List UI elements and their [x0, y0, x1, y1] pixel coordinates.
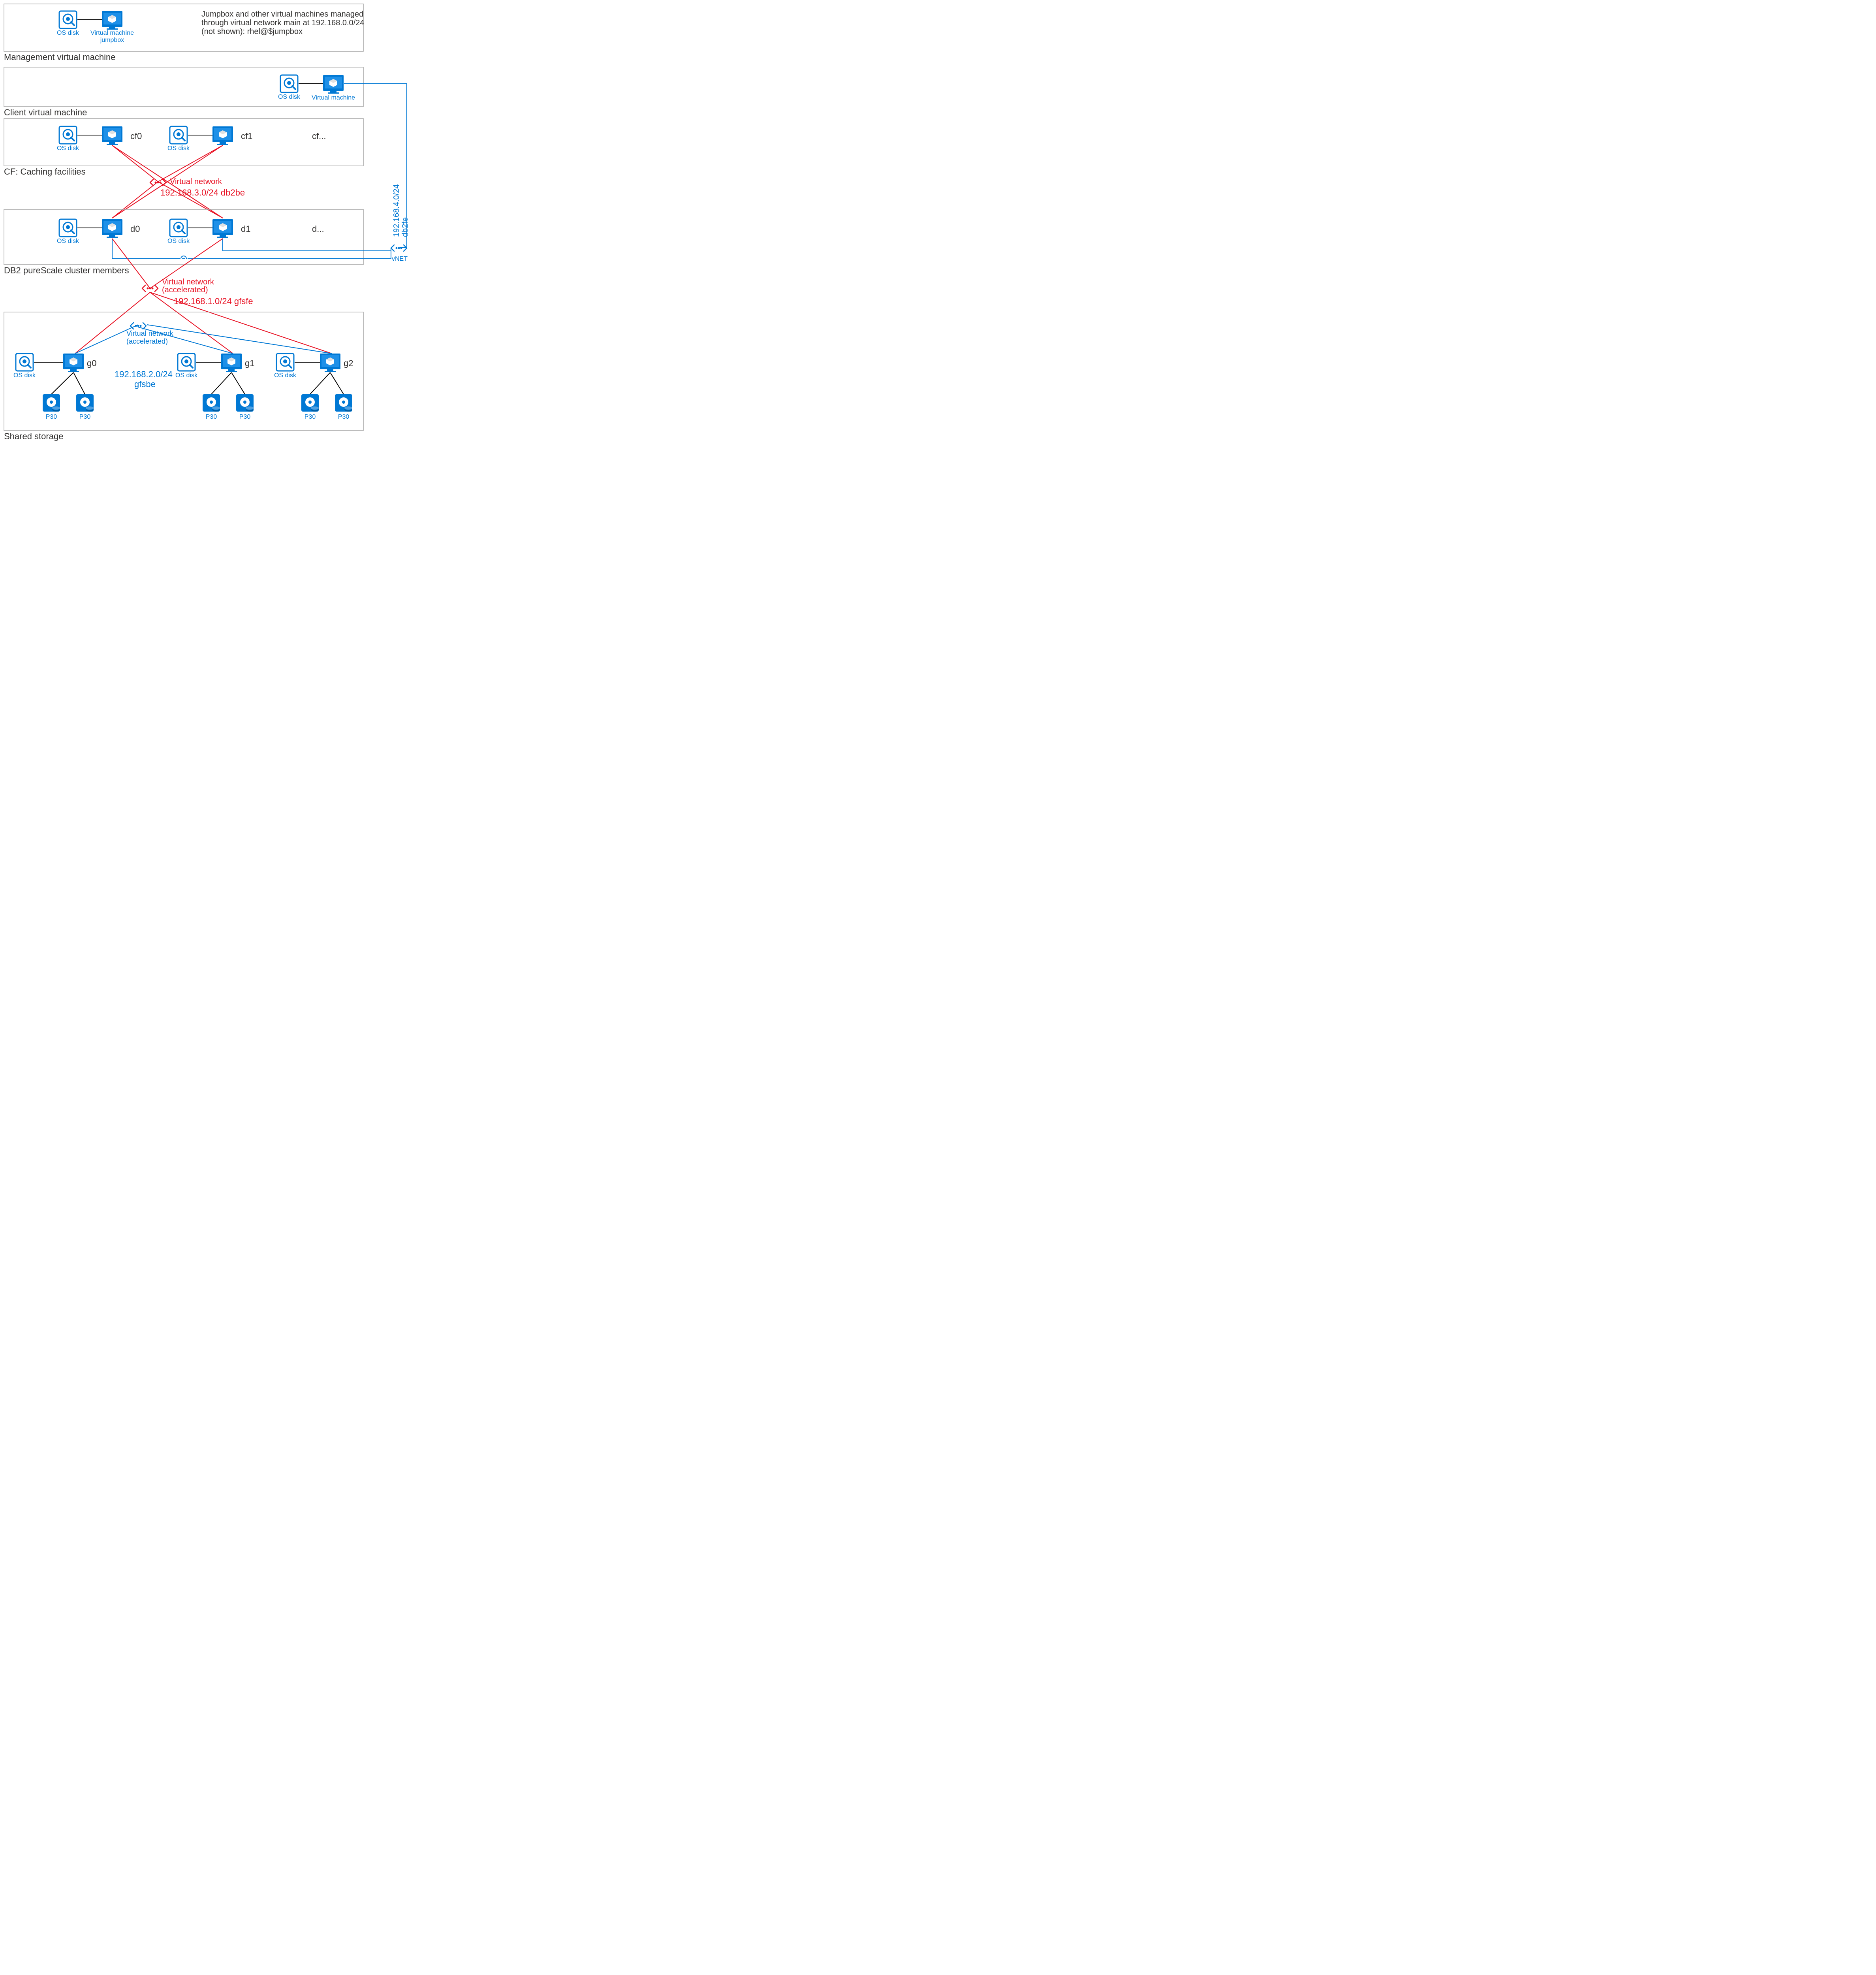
- vm-icon: [102, 11, 122, 30]
- section-cf-title: CF: Caching facilities: [4, 167, 86, 177]
- jumpbox-note-l2: through virtual network main at 192.168.…: [201, 19, 364, 27]
- vnet-db2fe-addr: 192.168.4.0/24: [392, 184, 401, 237]
- vm-icon: [63, 354, 84, 372]
- vm-icon: [102, 126, 122, 145]
- cf-more-label: cf...: [312, 131, 326, 141]
- vm-icon: [102, 219, 122, 238]
- vnet-gfsbe-t2: (accelerated): [126, 337, 168, 345]
- os-disk-label: OS disk: [167, 238, 190, 245]
- managed-disk-icon: [335, 394, 352, 412]
- vnet-gfsbe-name: gfsbe: [134, 379, 156, 389]
- g1-label: g1: [245, 358, 254, 368]
- architecture-diagram: Management virtual machine OS disk Virtu…: [0, 0, 413, 446]
- vnet-db2fe-name: db2fe: [401, 217, 410, 237]
- section-db2-title: DB2 pureScale cluster members: [4, 265, 129, 275]
- vm-label-l2: jumpbox: [100, 37, 124, 43]
- cf0-label: cf0: [130, 131, 142, 141]
- cf1-label: cf1: [241, 131, 252, 141]
- g0-label: g0: [87, 358, 96, 368]
- p30-label-a: P30: [305, 414, 316, 420]
- jumpbox-note-l3: (not shown): rhel@$jumpbox: [201, 27, 303, 36]
- managed-disk-icon: [301, 394, 319, 412]
- os-disk-label: OS disk: [57, 238, 79, 245]
- os-disk-label: OS disk: [175, 372, 198, 379]
- os-disk-label: OS disk: [57, 145, 79, 152]
- d0-label: d0: [130, 224, 140, 234]
- p30-label-b: P30: [239, 414, 251, 420]
- os-disk-label: OS disk: [57, 30, 79, 36]
- os-disk-label: OS disk: [278, 94, 301, 100]
- vnet-gfsfe-t2: (accelerated): [162, 286, 208, 294]
- vnet-gfsfe-t1: Virtual network: [162, 278, 214, 286]
- managed-disk-icon: [76, 394, 94, 412]
- vnet-gfsbe-addr: 192.168.2.0/24: [115, 369, 173, 379]
- vm-icon: [212, 126, 233, 145]
- d-more-label: d...: [312, 224, 324, 234]
- os-disk-label: OS disk: [167, 145, 190, 152]
- p30-label-a: P30: [206, 414, 217, 420]
- managed-disk-icon: [236, 394, 254, 412]
- os-disk-label: OS disk: [13, 372, 36, 379]
- vnet-db2fe-short: vNET: [392, 256, 408, 262]
- p30-label-b: P30: [338, 414, 350, 420]
- vnet-db2be-title: Virtual network: [170, 177, 222, 186]
- g2-label: g2: [344, 358, 353, 368]
- managed-disk-icon: [203, 394, 220, 412]
- vm-icon: [323, 75, 344, 94]
- vnet-db2be-addr: 192.168.3.0/24 db2be: [160, 188, 245, 198]
- vm-label-l1: Virtual machine: [90, 30, 134, 36]
- managed-disk-icon: [43, 394, 60, 412]
- vm-icon: [221, 354, 242, 372]
- jumpbox-note-l1: Jumpbox and other virtual machines manag…: [201, 10, 363, 19]
- vm-icon: [212, 219, 233, 238]
- vm-icon: [320, 354, 340, 372]
- section-mgmt-title: Management virtual machine: [4, 52, 115, 62]
- d1-label: d1: [241, 224, 250, 234]
- section-client-title: Client virtual machine: [4, 107, 87, 117]
- p30-label-a: P30: [46, 414, 57, 420]
- vm-label: Virtual machine: [312, 94, 355, 101]
- section-storage-title: Shared storage: [4, 431, 63, 441]
- os-disk-label: OS disk: [274, 372, 297, 379]
- p30-label-b: P30: [79, 414, 91, 420]
